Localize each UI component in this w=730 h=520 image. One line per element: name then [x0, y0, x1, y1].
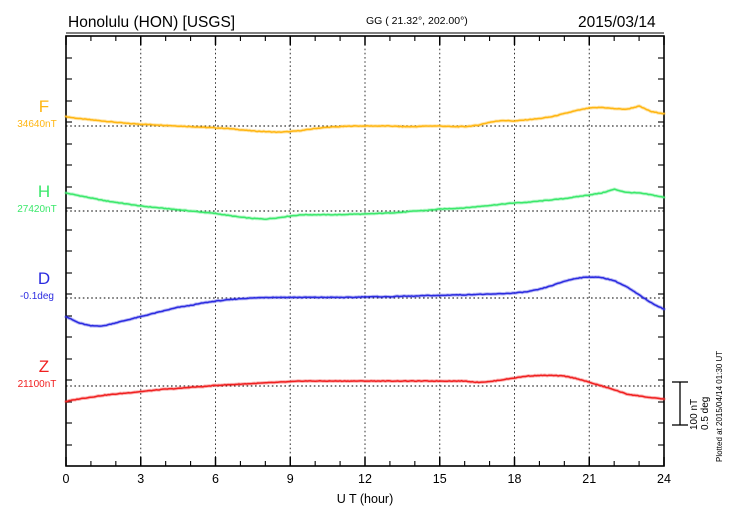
component-baseline-Z: 21100nT [18, 379, 57, 390]
grid-lines [140, 36, 590, 466]
x-tick-label-15: 15 [433, 472, 447, 486]
x-tick-label-21: 21 [582, 472, 596, 486]
x-tick-label-18: 18 [508, 472, 522, 486]
trace-halo-F [64, 104, 666, 135]
x-tick-label-12: 12 [358, 472, 372, 486]
x-tick-label-24: 24 [657, 472, 671, 486]
trace-D [65, 276, 665, 327]
data-traces [64, 104, 666, 404]
x-tick-label-3: 3 [137, 472, 144, 486]
observation-date: 2015/03/14 [578, 14, 656, 31]
scale-label-nt: 100 nT [689, 399, 700, 430]
component-letter-D: D [38, 269, 50, 288]
component-letter-F: F [39, 97, 49, 116]
scale-bar-group: 100 nT 0.5 deg [672, 381, 711, 430]
x-tick-label-6: 6 [212, 472, 219, 486]
scale-label-deg: 0.5 deg [700, 397, 711, 430]
component-letter-H: H [38, 182, 50, 201]
component-letter-Z: Z [39, 357, 49, 376]
trace-Z [65, 374, 665, 403]
trace-F [65, 105, 665, 134]
plot-frame [65, 35, 665, 467]
x-tick-label-0: 0 [63, 472, 70, 486]
trace-H [65, 188, 665, 220]
plotted-timestamp: Plotted at 2015/04/14 01:30 UT [715, 351, 724, 462]
x-tick-labels: 0 3 6 9 12 15 18 21 24 [63, 472, 671, 486]
component-labels: F 34640nT H 27420nT D -0.1deg Z 21100nT [17, 97, 56, 390]
component-baseline-F: 34640nT [17, 119, 56, 130]
component-baseline-H: 27420nT [17, 204, 56, 215]
page-title: Honolulu (HON) [USGS] [68, 14, 235, 31]
x-axis-title: U T (hour) [337, 492, 394, 506]
component-baseline-D: -0.1deg [20, 291, 54, 302]
geographic-coordinates: GG ( 21.32°, 202.00°) [366, 15, 468, 27]
x-tick-label-9: 9 [287, 472, 294, 486]
